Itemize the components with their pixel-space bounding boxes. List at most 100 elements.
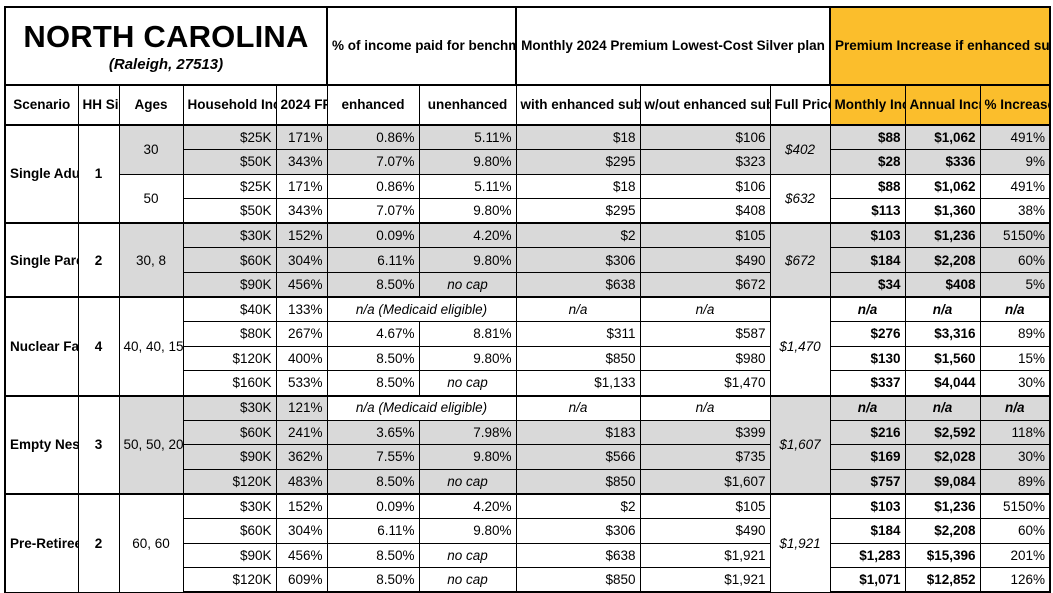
annual-increase-cell: $1,236 [904,492,981,519]
full-price-cell: $1,607 [769,394,831,495]
fpl-cell: 171% [275,173,328,200]
full-price-cell: $1,470 [769,296,831,397]
enhanced-pct-cell: 8.50% [326,345,420,372]
annual-increase-cell: $2,592 [904,419,981,446]
enhanced-pct-cell: 8.50% [326,542,420,569]
annual-increase-cell: $12,852 [904,567,981,593]
fpl-cell: 483% [275,468,328,495]
premium-without-enhanced-cell: $105 [639,222,771,249]
premium-with-enhanced-cell: $295 [515,149,641,175]
premium-with-enhanced-cell: $306 [515,518,641,544]
premium-without-enhanced-cell: $1,921 [639,567,771,593]
household-income-cell: $50K [182,149,277,175]
ages-cell: 30, 8 [118,222,184,298]
col-header-unenhanced: unenhanced [418,84,517,126]
household-income-cell: $40K [182,296,277,323]
monthly-increase-cell: $276 [829,321,906,347]
premium-with-enhanced-cell: $2 [515,492,641,519]
household-size-cell: 3 [77,394,120,495]
fpl-cell: 133% [275,296,328,323]
premium-without-enhanced-cell: $399 [639,419,771,446]
premium-without-enhanced-cell: $323 [639,149,771,175]
pct-increase-cell: 60% [979,518,1052,544]
annual-increase-cell: $408 [904,272,981,298]
group-header-pct-income: % of income paid for benchmark plan [325,6,518,86]
unenhanced-pct-cell: 9.80% [418,247,517,274]
pct-increase-cell: 89% [979,468,1052,495]
pct-increase-cell: 118% [979,419,1052,446]
unenhanced-pct-cell: 7.98% [418,419,517,446]
unenhanced-pct-cell: no cap [418,567,517,593]
pct-increase-cell: 30% [979,444,1052,470]
ages-cell: 50 [118,173,184,224]
enhanced-pct-cell: 8.50% [326,567,420,593]
premium-without-enhanced-cell: $1,921 [639,542,771,569]
col-header-hh-size: HH Size [77,84,120,126]
household-income-cell: $90K [182,444,277,470]
pct-increase-cell: 201% [979,542,1052,569]
table-row: $60K 241% 3.65% 7.98% $183 $399 $216 $2,592 118% [5,419,1052,446]
col-header-household-income: Household Income [182,84,277,126]
premium-with-enhanced-cell: $850 [515,468,641,495]
household-size-cell: 1 [77,123,120,224]
fpl-cell: 362% [275,444,328,470]
pct-increase-cell: 491% [979,173,1052,200]
household-income-cell: $30K [182,394,277,421]
col-header-pct-increase: % Increase [979,84,1052,126]
monthly-increase-cell: $103 [829,492,906,519]
unenhanced-pct-cell: 9.80% [418,444,517,470]
enhanced-pct-cell: 7.07% [326,149,420,175]
fpl-cell: 343% [275,149,328,175]
full-price-cell: $402 [769,123,831,175]
household-income-cell: $90K [182,542,277,569]
premium-without-enhanced-cell: $1,470 [639,370,771,397]
fpl-cell: 343% [275,198,328,224]
premium-with-enhanced-cell: $306 [515,247,641,274]
medicaid-eligible-cell: n/a (Medicaid eligible) [326,394,517,421]
annual-increase-cell: $1,062 [904,173,981,200]
premium-with-enhanced-cell: $638 [515,542,641,569]
pct-increase-cell: 5150% [979,222,1052,249]
col-header-ages: Ages [118,84,184,126]
household-income-cell: $90K [182,272,277,298]
premium-with-enhanced-cell: n/a [515,394,641,421]
premium-without-enhanced-cell: $672 [639,272,771,298]
pct-increase-cell: 89% [979,321,1052,347]
pct-increase-cell: 491% [979,124,1052,151]
annual-increase-cell: $1,236 [904,222,981,249]
fpl-cell: 241% [275,419,328,446]
premium-with-enhanced-cell: $2 [515,222,641,249]
monthly-increase-cell: $1,071 [829,567,906,593]
scenario-name-cell: Empty Nesters [4,394,79,495]
premium-without-enhanced-cell: $105 [639,492,771,519]
household-size-cell: 4 [77,296,120,397]
state-name: NORTH CAROLINA [23,18,309,54]
household-income-cell: $120K [182,567,277,593]
annual-increase-cell: $2,208 [904,518,981,544]
annual-increase-cell: $9,084 [904,468,981,495]
ages-cell: 40, 40, 15, 12 [118,296,184,397]
monthly-increase-cell: $88 [829,173,906,200]
premium-with-enhanced-cell: $850 [515,567,641,593]
household-size-cell: 2 [77,492,120,593]
annual-increase-cell: $3,316 [904,321,981,347]
fpl-cell: 121% [275,394,328,421]
pct-increase-cell: n/a [979,296,1052,323]
premium-table-page: NORTH CAROLINA (Raleigh, 27513) % of inc… [4,6,1052,593]
annual-increase-cell: $4,044 [904,370,981,397]
household-income-cell: $25K [182,173,277,200]
household-income-cell: $120K [182,468,277,495]
fpl-cell: 304% [275,518,328,544]
premium-without-enhanced-cell: $735 [639,444,771,470]
col-header-full-price: Full Price [769,84,831,126]
premium-without-enhanced-cell: $1,607 [639,468,771,495]
monthly-increase-cell: $34 [829,272,906,298]
unenhanced-pct-cell: 9.80% [418,198,517,224]
enhanced-pct-cell: 0.09% [326,222,420,249]
fpl-cell: 456% [275,272,328,298]
enhanced-pct-cell: 6.11% [326,518,420,544]
fpl-cell: 533% [275,370,328,397]
group-header-premium-increase: Premium Increase if enhanced subsidies A… [829,6,1052,86]
scenario-name-cell: Pre-Retirees [4,492,79,593]
table-row: $50K 343% 7.07% 9.80% $295 $408 $113 $1,360 38% [5,198,1052,224]
